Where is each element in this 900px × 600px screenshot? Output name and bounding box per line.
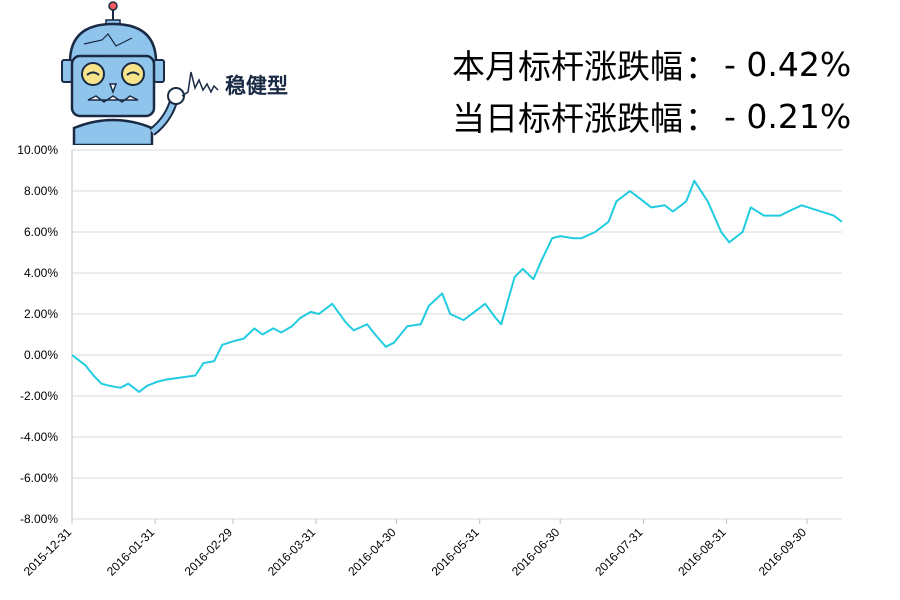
series-line <box>71 179 843 393</box>
monthly-change-row: 本月标杆涨跌幅 ： - 0.42% <box>452 38 892 90</box>
x-tick-label: 2016-01-31 <box>104 525 158 579</box>
y-tick-label: -4.00% <box>20 430 58 444</box>
header-stats: 本月标杆涨跌幅 ： - 0.42% 当日标杆涨跌幅 ： - 0.21% <box>452 38 892 142</box>
y-tick-label: 4.00% <box>24 266 58 280</box>
y-tick-label: 10.00% <box>17 143 58 157</box>
monthly-separator: ： <box>685 47 718 86</box>
daily-separator: ： <box>685 99 718 138</box>
daily-change-label: 当日标杆涨跌幅 <box>452 99 683 138</box>
y-tick-label: 6.00% <box>24 225 58 239</box>
y-tick-label: -8.00% <box>20 512 58 526</box>
x-tick-label: 2016-03-31 <box>265 525 319 579</box>
x-tick-label: 2016-06-30 <box>509 525 563 579</box>
robot-mascot-icon: 稳健型 <box>61 1 300 147</box>
y-tick-label: 0.00% <box>24 348 58 362</box>
y-tick-label: 8.00% <box>24 184 58 198</box>
monthly-change-label: 本月标杆涨跌幅 <box>452 47 683 86</box>
x-tick-label: 2016-07-31 <box>592 525 646 579</box>
x-tick-label: 2016-02-29 <box>182 525 236 579</box>
x-tick-label: 2016-05-31 <box>429 525 483 579</box>
daily-change-value: - 0.21% <box>724 96 852 136</box>
daily-change-row: 当日标杆涨跌幅 ： - 0.21% <box>452 90 892 142</box>
y-tick-label: -6.00% <box>20 471 58 485</box>
x-tick-label: 2016-09-30 <box>756 525 810 579</box>
brand-label: 稳健型 <box>225 74 288 98</box>
x-tick-label: 2015-12-31 <box>21 525 75 579</box>
robot-mascot: 稳健型 <box>40 0 310 147</box>
y-tick-label: 2.00% <box>24 307 58 321</box>
x-tick-label: 2016-04-30 <box>345 525 399 579</box>
monthly-change-value: - 0.42% <box>724 44 852 84</box>
y-tick-label: -2.00% <box>20 389 58 403</box>
x-tick-label: 2016-08-31 <box>675 525 729 579</box>
